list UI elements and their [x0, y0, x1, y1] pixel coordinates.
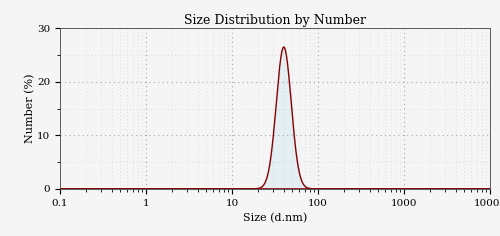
X-axis label: Size (d.nm): Size (d.nm)	[243, 213, 307, 223]
Y-axis label: Number (%): Number (%)	[26, 74, 36, 143]
Title: Size Distribution by Number: Size Distribution by Number	[184, 14, 366, 27]
